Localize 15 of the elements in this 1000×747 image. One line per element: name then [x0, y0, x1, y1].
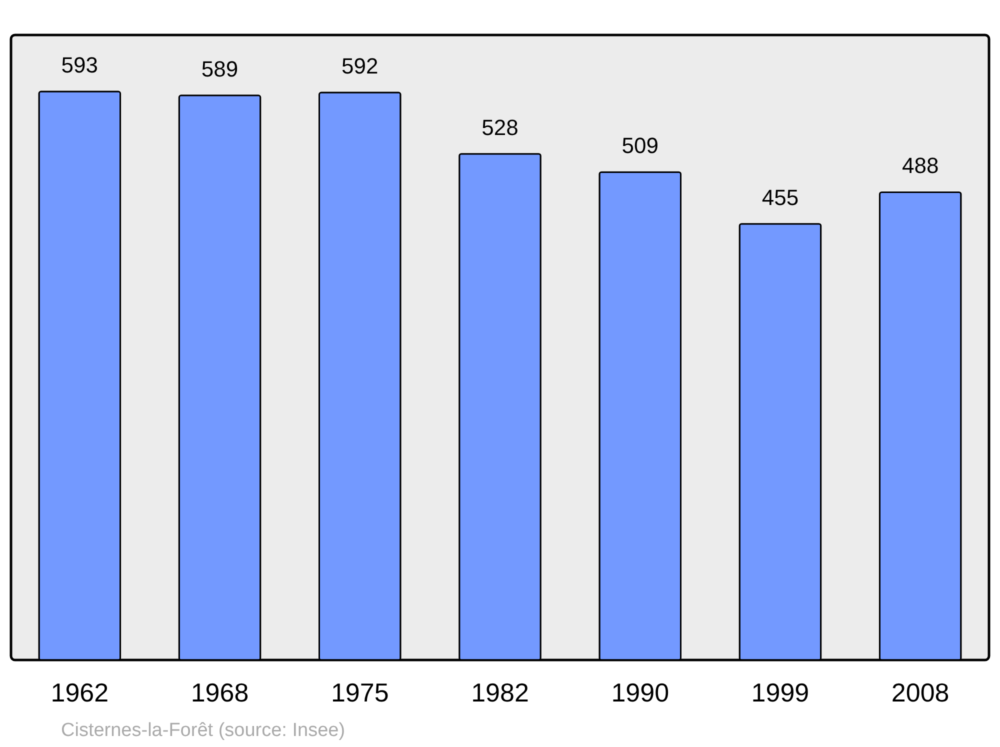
text: Cisternes-la-Forêt (source: Insee): [61, 720, 346, 741]
x-tick-label: 1990: [611, 678, 670, 708]
data-label: 509: [622, 133, 658, 158]
data-label: 528: [482, 114, 518, 140]
x-tick-label: 2008: [891, 678, 950, 708]
data-label: 455: [762, 184, 799, 210]
data-label: 592: [342, 54, 378, 79]
x-tick-label: 1968: [190, 678, 249, 708]
x-tick-label: 1982: [471, 678, 529, 708]
x-tick-label: 1975: [330, 678, 389, 708]
x-tick-label: 1999: [751, 678, 810, 708]
data-label: 488: [902, 153, 939, 178]
data-label: 593: [61, 52, 98, 78]
data-label: 589: [201, 56, 238, 82]
x-tick-label: 1962: [50, 678, 109, 708]
